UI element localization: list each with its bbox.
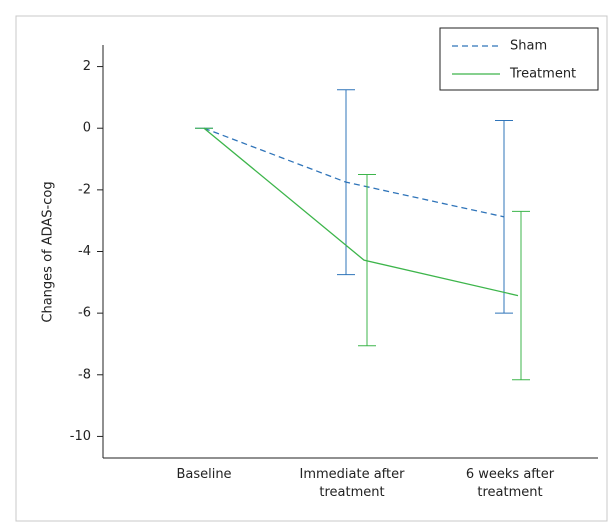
legend-label: Sham: [510, 39, 547, 54]
legend: [439, 27, 599, 91]
y-tick-label: -6: [78, 306, 91, 321]
x-tick-label: Immediate after treatment: [300, 467, 406, 500]
error-bar: [512, 210, 530, 381]
y-tick-label: -10: [70, 429, 91, 444]
y-axis-label: Changes of ADAS-cog: [41, 181, 56, 322]
x-tick-label: Baseline: [176, 467, 231, 482]
y-tick-label: -2: [78, 182, 91, 197]
y-tick-label: -8: [78, 367, 91, 382]
frame: [15, 15, 608, 522]
error-bar: [358, 173, 376, 347]
error-bar: [495, 120, 513, 314]
legend-label: Treatment: [509, 67, 576, 82]
x-tick-label: 6 weeks after treatment: [466, 467, 555, 500]
series-line: [203, 127, 519, 297]
y-tick-label: -4: [78, 244, 91, 259]
y-tick-label: 0: [83, 121, 91, 136]
series-line: [203, 127, 505, 218]
y-tick-label: 2: [83, 59, 91, 74]
